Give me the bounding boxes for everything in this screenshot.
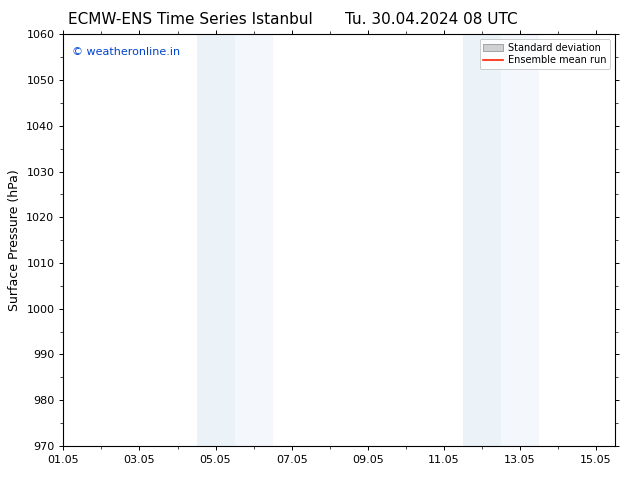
Y-axis label: Surface Pressure (hPa): Surface Pressure (hPa) [8, 169, 21, 311]
Bar [501, 34, 539, 446]
Bar [235, 34, 273, 446]
Bar [463, 34, 501, 446]
Text: Tu. 30.04.2024 08 UTC: Tu. 30.04.2024 08 UTC [345, 12, 517, 27]
Text: © weatheronline.in: © weatheronline.in [72, 47, 180, 57]
Bar [197, 34, 235, 446]
Text: ECMW-ENS Time Series Istanbul: ECMW-ENS Time Series Istanbul [68, 12, 313, 27]
Legend: Standard deviation, Ensemble mean run: Standard deviation, Ensemble mean run [479, 39, 610, 69]
